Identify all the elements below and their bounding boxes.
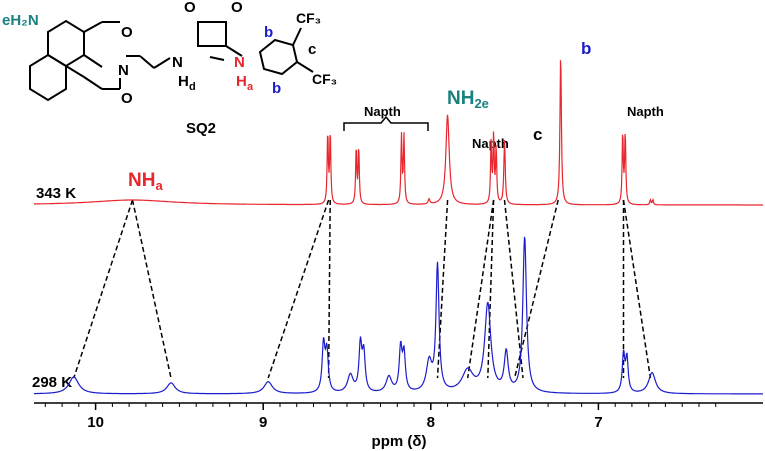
x-tick-label: 10	[87, 414, 104, 431]
spectrum-trace-298k	[34, 236, 763, 395]
nh2e-label-sub: 2e	[474, 96, 488, 111]
correlation-line	[503, 199, 524, 379]
eh2n-label: eH₂N	[2, 12, 39, 29]
spectrum-trace-343k	[34, 60, 763, 206]
x-tick-label: 9	[259, 414, 267, 431]
b-bottom-label: b	[272, 80, 281, 97]
nha-label-sub: a	[155, 178, 163, 193]
temperature-343-label: 343 K	[36, 185, 76, 202]
cf3-top-label: CF₃	[296, 10, 321, 26]
oxygen-label-2: O	[121, 90, 133, 107]
nha-label-main: NH	[128, 170, 155, 191]
correlation-line	[131, 199, 172, 379]
correlation-line	[267, 199, 330, 379]
correlation-line	[436, 199, 449, 379]
nh2e-label-main: NH	[447, 88, 474, 109]
oxygen-label-1: O	[121, 24, 133, 41]
correlation-line	[622, 199, 652, 379]
correlation-line	[327, 199, 331, 379]
x-tick-label: 8	[427, 414, 435, 431]
napth-label-3: Napth	[627, 104, 664, 119]
molecule-structure	[29, 19, 314, 102]
cf3-bottom-label: CF₃	[312, 71, 337, 87]
imide-nitrogen-label: N	[118, 62, 129, 79]
ha-subscript: a	[247, 81, 254, 93]
correlation-lines	[73, 199, 652, 379]
molecule-labels: eH₂N O O N O O N H d N H a CF₃ CF₃ b c b…	[2, 0, 337, 137]
napth-bracket	[343, 115, 429, 131]
hd-subscript: d	[189, 81, 196, 93]
oxygen-label-4: O	[231, 0, 243, 16]
spectrum-traces	[34, 60, 763, 395]
x-tick-label: 7	[594, 414, 602, 431]
c-ring-label: c	[308, 41, 316, 58]
nh2e-label: NH2e	[447, 88, 489, 111]
nha-label: NHa	[128, 170, 163, 193]
hd-hydrogen-label: H	[178, 73, 189, 90]
ha-hydrogen-label: H	[236, 73, 247, 90]
correlation-line	[487, 199, 495, 379]
oxygen-label-3: O	[184, 0, 196, 16]
x-axis-ticks: 10 9 8 7	[44, 403, 717, 431]
x-axis-title: ppm (δ)	[372, 433, 427, 450]
c-peak-label: c	[533, 125, 542, 144]
compound-name-label: SQ2	[186, 120, 216, 137]
correlation-line	[466, 199, 495, 379]
nd-nitrogen-label: N	[172, 54, 183, 71]
temperature-298-label: 298 K	[32, 374, 72, 391]
correlation-line	[513, 199, 559, 379]
b-top-label: b	[264, 24, 273, 41]
correlation-line	[73, 199, 134, 379]
napth-label-1: Napth	[364, 104, 401, 119]
na-nitrogen-label: N	[234, 54, 245, 71]
b-peak-label: b	[581, 39, 591, 58]
